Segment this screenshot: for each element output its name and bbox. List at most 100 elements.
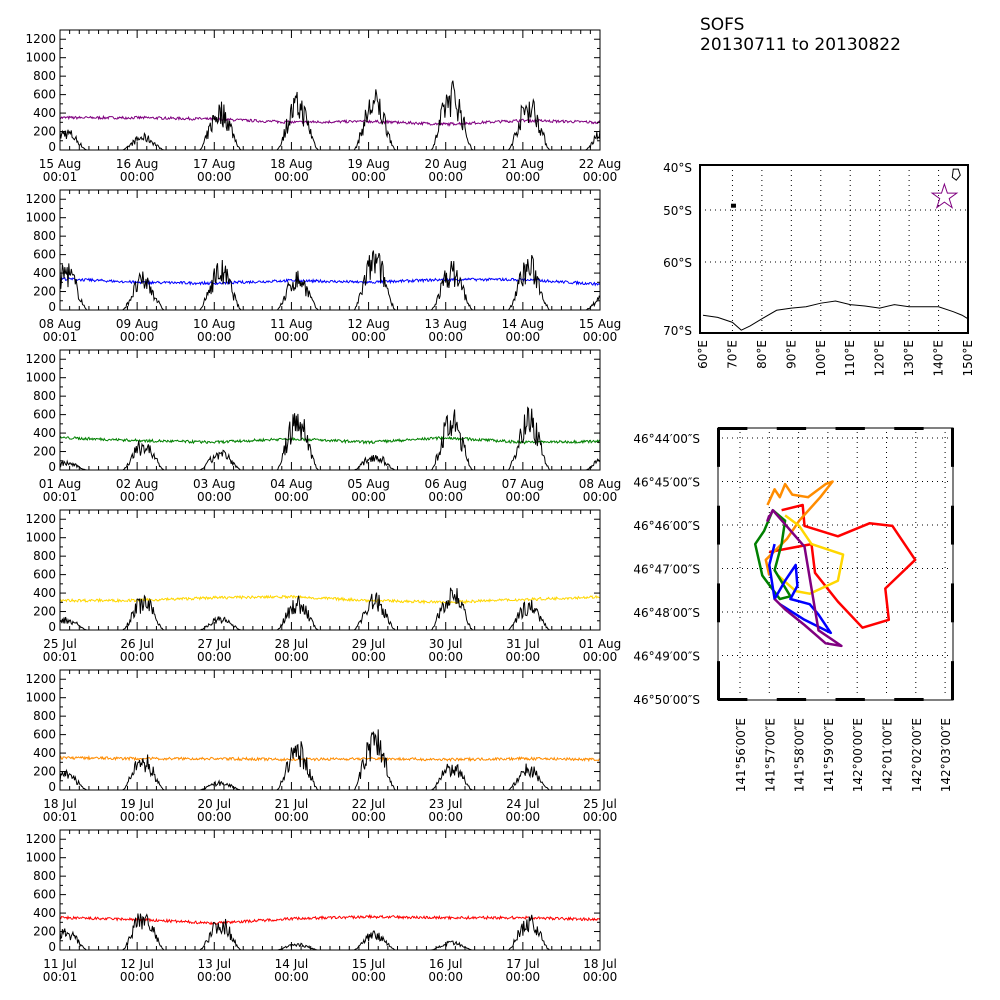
x-tick-label-time: 00:00 [120, 490, 155, 504]
x-tick-label-time: 00:00 [197, 970, 232, 984]
series-line-colored [59, 913, 601, 926]
lat-tick-label: 46°44′00″S [633, 432, 700, 446]
x-tick-label-time: 00:00 [120, 810, 155, 824]
y-tick-label: 1200 [25, 192, 56, 206]
x-tick-label-time: 00:00 [428, 650, 463, 664]
frame-stripe [835, 698, 865, 701]
y-tick-label: 1000 [25, 531, 56, 545]
lon-tick-label: 80°E [755, 340, 769, 369]
frame-stripe [951, 428, 954, 467]
x-tick-label-time: 00:01 [43, 810, 78, 824]
x-tick-label-time: 00:00 [506, 170, 541, 184]
x-tick-label-date: 09 Aug [116, 317, 159, 331]
y-tick-label: 200 [33, 125, 56, 139]
y-tick-label: 0 [48, 300, 56, 314]
axes-frame [59, 29, 601, 151]
x-tick-label-date: 20 Aug [424, 157, 467, 171]
frame-stripe [717, 583, 720, 623]
x-tick-label-date: 18 Aug [270, 157, 313, 171]
x-tick-label-date: 21 Jul [275, 797, 309, 811]
x-tick-label-date: 15 Jul [352, 957, 386, 971]
frame-stripe [835, 427, 865, 430]
x-tick-label-date: 19 Aug [347, 157, 390, 171]
y-tick-label: 1000 [25, 211, 56, 225]
lon-tick-label: 130°E [902, 340, 916, 377]
x-tick-label-time: 00:00 [506, 490, 541, 504]
x-tick-label-date: 08 Aug [579, 477, 622, 491]
x-tick-label-date: 11 Aug [270, 317, 313, 331]
lon-tick-label: 140°E [932, 340, 946, 377]
lon-tick-label: 70°E [725, 340, 739, 369]
tasmania-coastline [951, 168, 961, 181]
y-tick-label: 0 [48, 780, 56, 794]
x-tick-label-time: 00:00 [506, 970, 541, 984]
mooring-star-marker [930, 182, 959, 209]
lat-tick-label: 46°47′00″S [633, 563, 700, 577]
frame-stripe [718, 427, 748, 430]
y-tick-label: 800 [33, 69, 56, 83]
y-tick-label: 800 [33, 229, 56, 243]
x-tick-label-date: 13 Aug [424, 317, 467, 331]
y-tick-label: 1200 [25, 512, 56, 526]
x-tick-label-time: 00:00 [274, 170, 309, 184]
x-tick-label-date: 17 Aug [193, 157, 236, 171]
map-frame [699, 164, 969, 334]
y-tick-label: 1200 [25, 352, 56, 366]
x-tick-label-time: 00:00 [197, 330, 232, 344]
y-tick-label: 0 [48, 620, 56, 634]
x-tick-label-time: 00:00 [428, 810, 463, 824]
frame-stripe [776, 427, 807, 430]
figure-subtitle: 20130711 to 20130822 [700, 35, 901, 55]
lat-tick-label: 46°50′00″S [633, 693, 700, 707]
y-tick-label: 400 [33, 106, 56, 120]
frame-stripe [717, 661, 720, 700]
lat-tick-label: 50°S [663, 204, 692, 218]
frame-stripe [718, 698, 748, 701]
x-tick-label-date: 14 Jul [275, 957, 309, 971]
x-tick-label-time: 00:00 [351, 330, 386, 344]
lon-tick-label: 141°57′00″E [763, 718, 777, 792]
frame-stripe [717, 428, 720, 467]
y-tick-label: 1000 [25, 851, 56, 865]
y-tick-label: 800 [33, 869, 56, 883]
x-tick-label-time: 00:00 [583, 650, 618, 664]
buoy-track-5 [768, 543, 833, 635]
figure-title: SOFS [700, 15, 744, 35]
x-tick-label-time: 00:00 [274, 490, 309, 504]
series-line-black [59, 250, 601, 311]
x-tick-label-time: 00:00 [197, 650, 232, 664]
y-tick-label: 600 [33, 248, 56, 262]
x-tick-label-time: 00:00 [120, 970, 155, 984]
x-tick-label-date: 19 Jul [120, 797, 154, 811]
y-tick-label: 1000 [25, 371, 56, 385]
frame-stripe [951, 505, 954, 545]
x-tick-label-date: 05 Aug [347, 477, 390, 491]
y-tick-label: 600 [33, 88, 56, 102]
axes-frame [59, 189, 601, 311]
lat-tick-label: 60°S [663, 256, 692, 270]
axes-frame [59, 509, 601, 631]
x-tick-label-time: 00:00 [120, 330, 155, 344]
lon-tick-label: 142°02′00″E [910, 718, 924, 792]
buoy-track-1 [769, 503, 917, 629]
x-tick-label-date: 12 Jul [120, 957, 154, 971]
y-tick-label: 200 [33, 925, 56, 939]
frame-stripe [776, 698, 807, 701]
series-line-colored [59, 435, 601, 445]
x-tick-label-date: 21 Aug [502, 157, 545, 171]
x-tick-label-date: 31 Jul [506, 637, 540, 651]
frame-stripe [894, 698, 924, 701]
series-line-colored [59, 276, 601, 287]
x-tick-label-date: 22 Aug [579, 157, 622, 171]
frame-stripe [894, 427, 924, 430]
y-tick-label: 0 [48, 940, 56, 954]
series-line-black [59, 406, 601, 471]
series-line-colored [59, 114, 601, 127]
x-tick-label-time: 00:00 [351, 810, 386, 824]
x-tick-label-time: 00:00 [120, 170, 155, 184]
x-tick-label-time: 00:00 [583, 970, 618, 984]
